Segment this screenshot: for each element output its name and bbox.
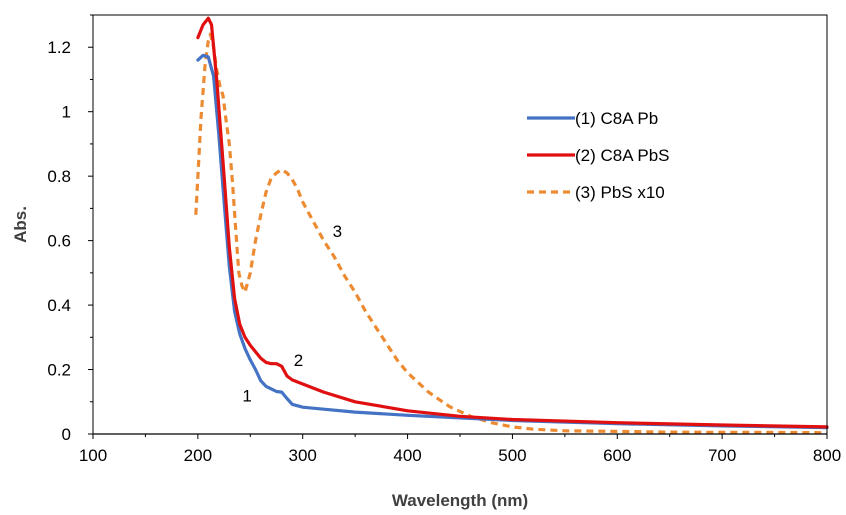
legend-label-3: (3) PbS x10: [575, 183, 665, 202]
y-tick-label: 0.8: [47, 167, 71, 186]
y-tick-label: 0.6: [47, 232, 71, 251]
series-lines: [194, 16, 829, 435]
y-tick-label: 0: [62, 425, 71, 444]
x-axis-title: Wavelength (nm): [392, 491, 528, 510]
x-tick-label: 800: [813, 446, 841, 465]
legend-label-2: (2) C8A PbS: [575, 146, 670, 165]
series-line-1: [196, 53, 829, 430]
curve-annotation-1: 1: [242, 386, 251, 405]
y-tick-label: 1: [62, 103, 71, 122]
x-tick-label: 100: [79, 446, 107, 465]
x-tick-label: 600: [603, 446, 631, 465]
x-tick-label: 300: [289, 446, 317, 465]
y-tick-label: 1.2: [47, 38, 71, 57]
legend: (1) C8A Pb (2) C8A PbS (3) PbS x10: [527, 109, 670, 202]
y-tick-label: 0.2: [47, 361, 71, 380]
y-axis-title: Abs.: [11, 206, 30, 243]
x-tick-label: 400: [393, 446, 421, 465]
plot-frame: [92, 14, 828, 435]
x-tick-label: 500: [498, 446, 526, 465]
x-axis-ticks: 100 200 300 400 500 600 700 800: [79, 434, 841, 465]
curve-annotation-3: 3: [333, 222, 342, 241]
legend-label-1: (1) C8A Pb: [575, 109, 658, 128]
series-line-2: [196, 16, 829, 429]
curve-annotation-2: 2: [294, 351, 303, 370]
curve-annotations: 1 2 3: [242, 222, 342, 405]
y-tick-label: 0.4: [47, 296, 71, 315]
x-tick-label: 700: [708, 446, 736, 465]
y-axis-ticks: 0 0.2 0.4 0.6 0.8 1 1.2: [47, 14, 93, 444]
x-tick-label: 200: [184, 446, 212, 465]
series-line-3: [194, 32, 828, 435]
